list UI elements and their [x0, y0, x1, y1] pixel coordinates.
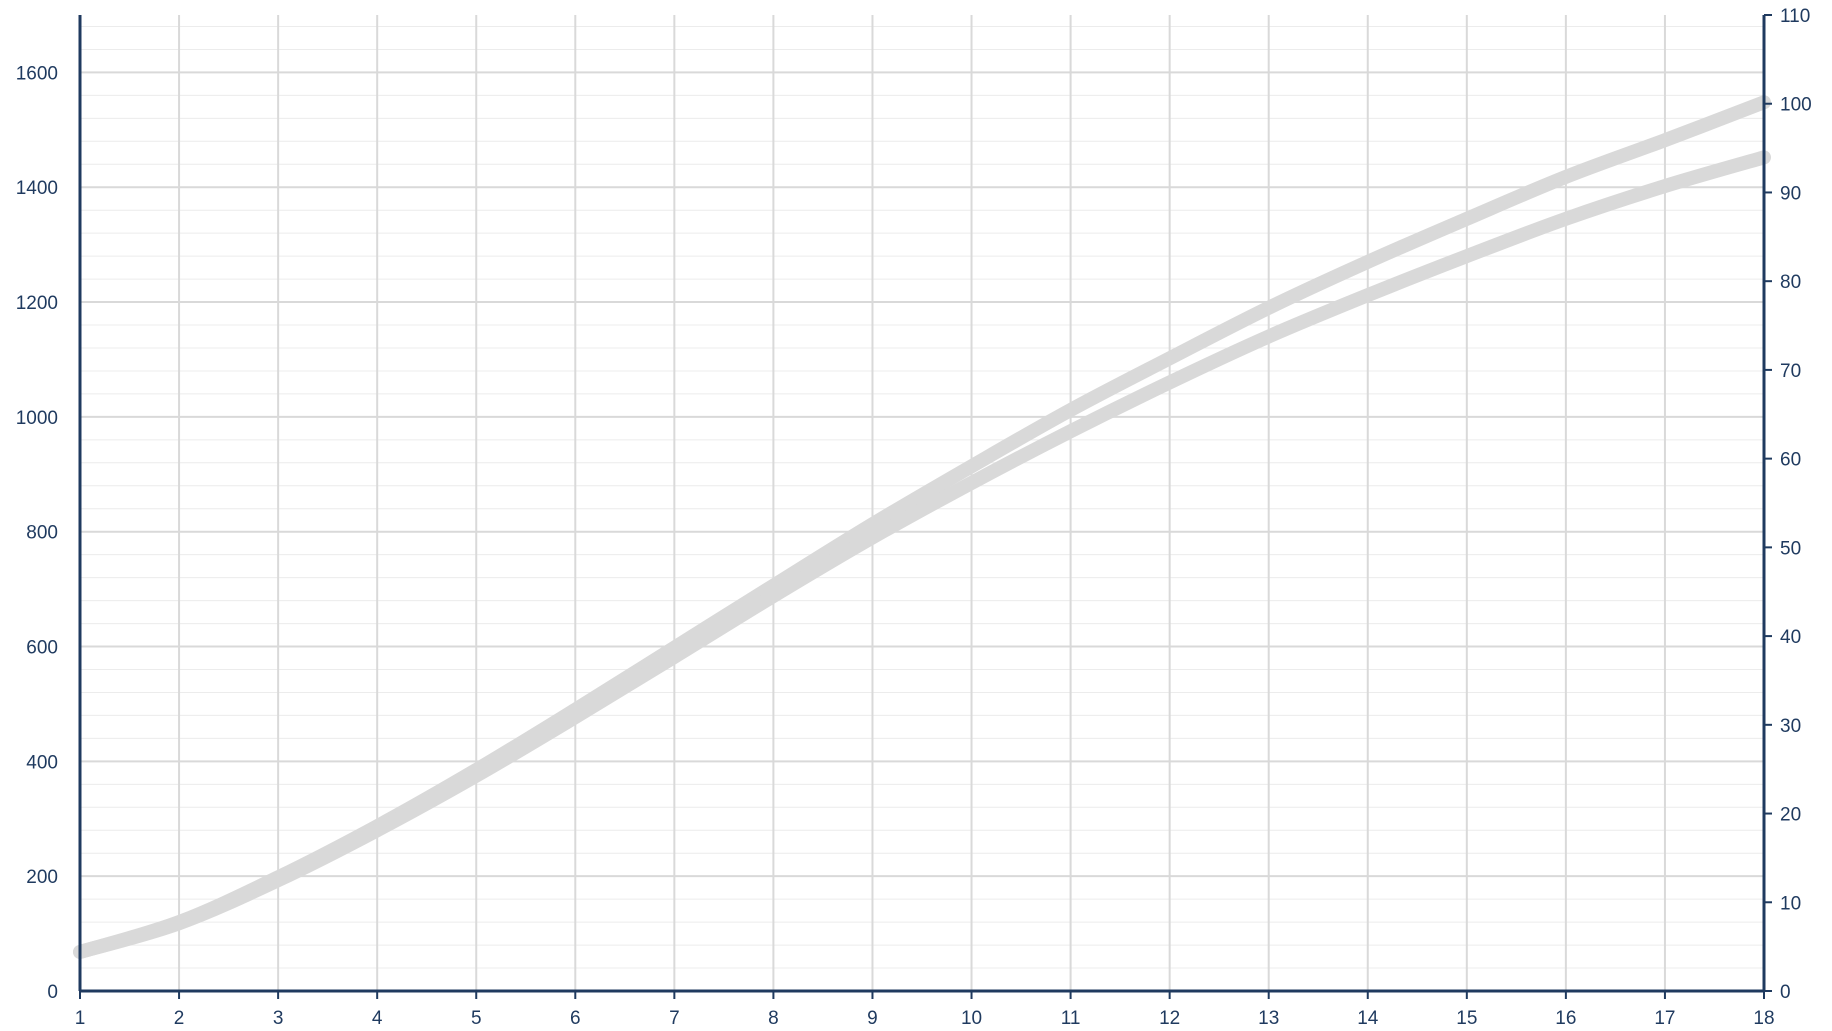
y-tick-label-left: 600 [26, 638, 58, 659]
y-tick-label-right: 10 [1780, 893, 1801, 914]
y-tick-label-right: 0 [1780, 982, 1791, 1003]
y-tick-label-right: 20 [1780, 805, 1801, 826]
y-tick-label-right: 90 [1780, 183, 1801, 204]
x-tick-label: 14 [1357, 1008, 1379, 1029]
x-tick-label: 7 [669, 1008, 680, 1029]
x-tick-label: 6 [570, 1008, 581, 1029]
y-tick-label-left: 1000 [16, 408, 58, 429]
series-layer [73, 95, 1771, 959]
series-line-2 [73, 150, 1771, 959]
x-tick-label: 3 [273, 1008, 284, 1029]
y-tick-label-left: 1200 [16, 293, 58, 314]
y-tick-label-right: 70 [1780, 361, 1801, 382]
y-tick-label-left: 1400 [16, 178, 58, 199]
x-tick-label: 13 [1258, 1008, 1279, 1029]
series-line-1 [73, 95, 1771, 959]
x-tick-label: 12 [1159, 1008, 1180, 1029]
y-tick-label-right: 40 [1780, 627, 1801, 648]
x-tick-label: 16 [1555, 1008, 1576, 1029]
x-tick-label: 10 [961, 1008, 982, 1029]
y-tick-label-left: 200 [26, 867, 58, 888]
y-tick-label-left: 1600 [16, 63, 58, 84]
x-tick-label: 15 [1456, 1008, 1477, 1029]
y-tick-label-right: 30 [1780, 716, 1801, 737]
y-tick-label-left: 0 [47, 982, 58, 1003]
y-tick-label-right: 60 [1780, 450, 1801, 471]
tick-labels: 1 2 3 4 5 6 7 8 9 10 11 12 13 14 15 16 17 180200400600800… [16, 6, 1812, 1029]
y-tick-label-right: 100 [1780, 95, 1812, 116]
x-tick-label: 8 [768, 1008, 779, 1029]
x-tick-label: 11 [1061, 1008, 1081, 1029]
x-tick-label: 5 [471, 1008, 482, 1029]
x-tick-label: 17 [1654, 1008, 1675, 1029]
y-tick-label-right: 80 [1780, 272, 1801, 293]
y-tick-label-left: 400 [26, 752, 58, 773]
x-tick-label: 9 [867, 1008, 878, 1029]
x-tick-label: 2 [174, 1008, 185, 1029]
x-tick-label: 4 [372, 1008, 383, 1029]
y-tick-label-right: 110 [1780, 6, 1810, 27]
axes-layer [78, 14, 1772, 999]
x-tick-label: 1 [75, 1008, 86, 1029]
x-tick-label: 18 [1753, 1008, 1774, 1029]
y-tick-label-left: 800 [26, 523, 58, 544]
y-tick-label-right: 50 [1780, 538, 1801, 559]
